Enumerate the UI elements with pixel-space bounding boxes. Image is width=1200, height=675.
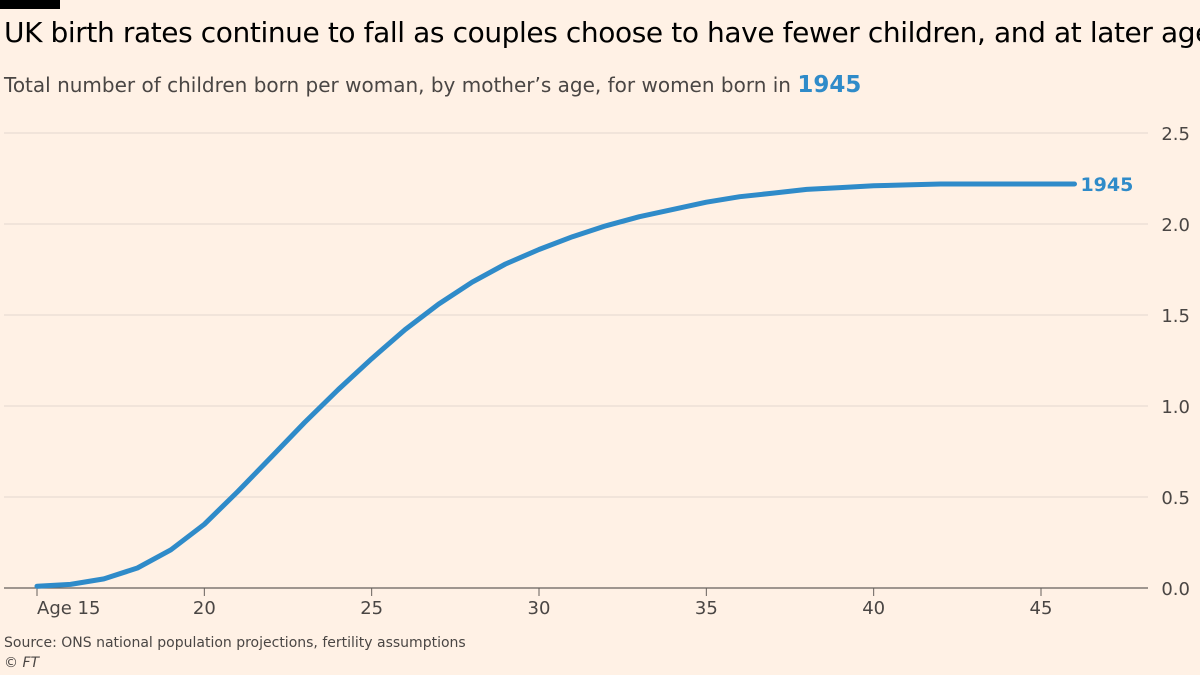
y-tick-label: 0.0 — [1161, 579, 1190, 600]
subtitle-text: Total number of children born per woman,… — [4, 73, 798, 97]
x-tick-label: 30 — [528, 598, 551, 619]
chart-title: UK birth rates continue to fall as coupl… — [4, 16, 1200, 49]
x-tick-label: 20 — [193, 598, 216, 619]
y-tick-label: 1.0 — [1161, 397, 1190, 418]
x-tick-label: 25 — [360, 598, 383, 619]
series-line-1945 — [34, 181, 1077, 589]
y-tick-label: 2.0 — [1161, 215, 1190, 236]
x-tick-label: 35 — [695, 598, 718, 619]
copyright-note: © FT — [4, 655, 40, 671]
source-note: Source: ONS national population projecti… — [4, 635, 466, 651]
x-tick-label: 45 — [1030, 598, 1053, 619]
series-end-label: 1945 — [1080, 174, 1133, 196]
chart-subtitle: Total number of children born per woman,… — [4, 72, 861, 98]
y-tick-label: 2.5 — [1161, 124, 1190, 145]
ft-accent-bar — [0, 0, 60, 9]
x-tick-label: 40 — [862, 598, 885, 619]
y-tick-label: 0.5 — [1161, 488, 1190, 509]
x-tick-label: Age 15 — [37, 598, 100, 619]
subtitle-year-highlight: 1945 — [797, 72, 862, 98]
y-tick-label: 1.5 — [1161, 306, 1190, 327]
